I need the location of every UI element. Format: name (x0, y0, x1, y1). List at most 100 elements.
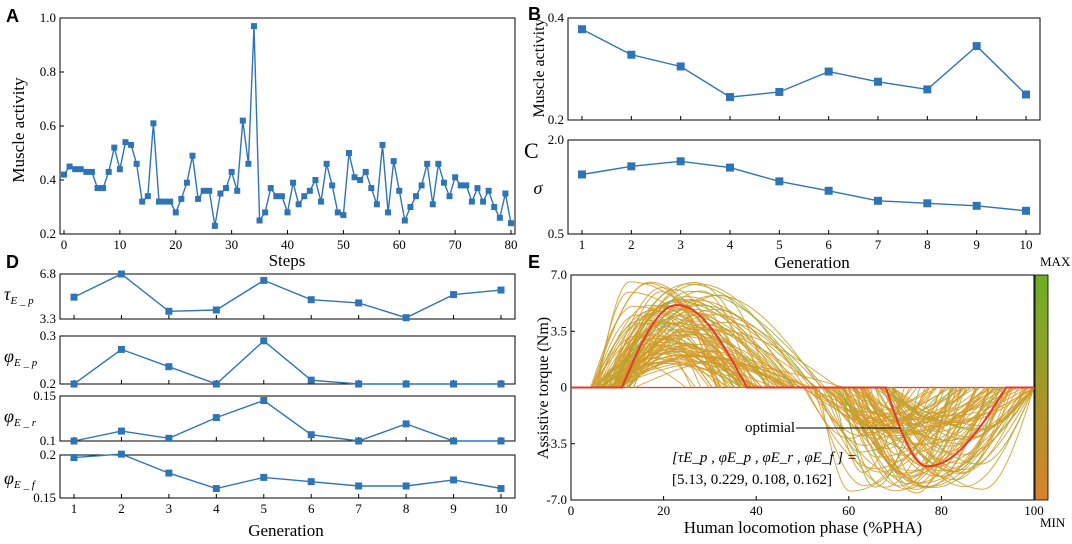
panel-c-xtick-label: 6 (825, 237, 832, 252)
panel-a-point (161, 198, 168, 205)
panel-e-optimal-curve (571, 304, 1034, 468)
panel-a-point (200, 187, 207, 194)
panel-d3-point (402, 420, 410, 428)
panel-b-point (726, 93, 734, 102)
panel-d2-ylabel-main: φ (4, 346, 14, 366)
panel-a-point (183, 179, 190, 186)
panel-a-point (362, 168, 369, 175)
panel-a: A Muscle activity Steps 0.20.40.60.81.00… (6, 6, 518, 270)
panel-a-point (368, 185, 375, 192)
panel-d4-ytick-label: 0.2 (40, 447, 56, 462)
panel-a-point (88, 168, 95, 175)
panel-c-frame (567, 139, 1041, 235)
panel-b-point (923, 85, 932, 94)
panel-d1-point (117, 270, 125, 278)
panel-a-point (485, 187, 492, 194)
panel-a-point (83, 168, 90, 175)
panel-d4-point (355, 482, 363, 490)
panel-a-point (345, 150, 352, 156)
panel-a-xtick-label: 40 (281, 237, 294, 252)
panel-label-b: B (528, 4, 541, 24)
panel-d1-ylabel: τE _ p (4, 284, 34, 307)
panel-c-ytick-label: 2.0 (548, 132, 564, 147)
panel-e-xtick-label: 20 (657, 503, 670, 518)
panel-d3-ylabel-sub: E _ r (13, 417, 37, 429)
panel-a-point (217, 190, 224, 197)
panel-d3-plot: 0.1 0.15 (33, 388, 516, 448)
panel-c-point (1022, 206, 1030, 215)
panel-d2-point (307, 376, 315, 384)
panel-d2-ylabel-sub: E _ p (13, 357, 38, 369)
panel-d1-point (402, 314, 410, 322)
panel-d1-ytick-label: 6.8 (40, 266, 56, 281)
panel-d2-point (260, 337, 268, 345)
panel-a-point (189, 152, 196, 159)
panel-b-point (972, 42, 981, 51)
panel-d4-plot: 0.15 0.2 1 2 3 4 5 6 7 8 9 10 (33, 447, 516, 516)
panel-e-xtick-label: 80 (935, 503, 948, 518)
panel-c-point (726, 163, 734, 172)
panel-c-point (923, 199, 932, 208)
panel-d2-point (450, 380, 458, 388)
panel-a-point (424, 160, 431, 167)
panel-label-a: A (6, 6, 19, 26)
panel-d4-series-line (73, 453, 502, 490)
panel-a-point (468, 198, 475, 205)
panel-c-xtick-label: 10 (1020, 237, 1033, 252)
panel-c-point (676, 157, 685, 166)
panel-d4-frame (59, 454, 516, 499)
panel-d4-xtick-label: 10 (495, 501, 508, 516)
panel-a-point (329, 182, 336, 189)
panel-e-candidate-curve (607, 362, 986, 446)
colorbar-max-label: MAX (1040, 254, 1071, 269)
panel-a-point (440, 179, 447, 186)
panel-d1-ylabel-main: τ (4, 284, 11, 304)
panel-d4-point (212, 485, 220, 493)
panel-d1-point (355, 299, 363, 307)
panel-a-xtick-label: 60 (393, 237, 406, 252)
panel-a-ytick-label: 0.6 (40, 118, 57, 133)
panel-a-point (463, 182, 470, 189)
panel-e-candidate-curve (627, 313, 951, 422)
panel-d3-point (165, 434, 173, 442)
panel-a-point (491, 204, 498, 210)
panel-c-xtick-label: 9 (973, 237, 980, 252)
panel-d2-frame (59, 335, 516, 385)
panel-a-ytick-label: 1.0 (40, 10, 56, 25)
panel-b-ytick-label: 0.4 (548, 10, 565, 25)
panel-a-point (323, 160, 330, 167)
panel-e-xtick-label: 100 (1024, 503, 1044, 518)
panel-a-point (385, 209, 392, 216)
panel-e-candidate-curve (601, 283, 1013, 475)
panel-c-ylabel: σ (534, 178, 544, 198)
panel-e-candidate-curve (600, 352, 990, 477)
panel-d1-point (212, 306, 220, 314)
panel-a-point (116, 166, 123, 173)
panel-e-ytick-label: -3.5 (546, 436, 567, 451)
panel-d3-frame (59, 395, 516, 442)
panel-a-point (167, 198, 174, 205)
panel-a-point (211, 222, 218, 229)
panel-a-point (228, 168, 235, 175)
panel-b-plot: 0.2 0.4 (548, 10, 1041, 127)
panel-b-point (874, 77, 882, 86)
panel-e-xtick-label: 60 (842, 503, 855, 518)
panel-e-ytick-label: 3.5 (551, 323, 567, 338)
panel-d2-ytick-label: 0.3 (40, 328, 56, 343)
panel-a-point (496, 214, 503, 221)
panel-d3-point (212, 414, 220, 422)
panel-a-point (223, 185, 230, 192)
optimal-label: optimial (745, 420, 795, 436)
panel-d4-xtick-label: 2 (118, 501, 125, 516)
panel-a-point (239, 117, 246, 124)
panel-a-point (357, 177, 364, 183)
panel-d4-point (165, 469, 173, 477)
panel-c-point (824, 186, 833, 195)
panel-e-candidate-curve (592, 314, 942, 462)
panel-e-candidate-curve (628, 328, 996, 437)
panel-d4-point (70, 454, 78, 462)
panel-d4-xtick-label: 4 (213, 501, 220, 516)
panel-a-point (105, 168, 112, 175)
panel-d4-xtick-label: 5 (261, 501, 268, 516)
panel-b-point (578, 25, 586, 34)
